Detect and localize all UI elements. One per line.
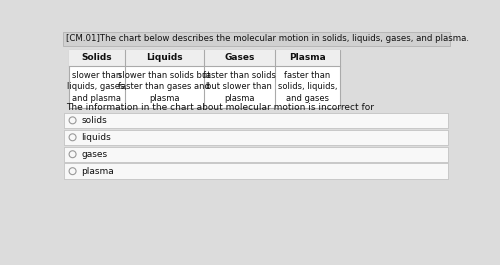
Text: solids: solids xyxy=(81,116,107,125)
FancyBboxPatch shape xyxy=(64,130,448,145)
Text: liquids: liquids xyxy=(81,133,111,142)
Text: The information in the chart about molecular motion is incorrect for: The information in the chart about molec… xyxy=(66,103,374,112)
FancyBboxPatch shape xyxy=(64,164,448,179)
Text: [CM.01]The chart below describes the molecular motion in solids, liquids, gases,: [CM.01]The chart below describes the mol… xyxy=(66,34,468,43)
Text: faster than solids
but slower than
plasma: faster than solids but slower than plasm… xyxy=(203,70,276,103)
Text: slower than
liquids, gases,
and plasma: slower than liquids, gases, and plasma xyxy=(66,70,126,103)
Text: slower than solids but
faster than gases and
plasma: slower than solids but faster than gases… xyxy=(118,70,210,103)
FancyBboxPatch shape xyxy=(62,32,450,46)
Text: Plasma: Plasma xyxy=(289,54,326,63)
Text: plasma: plasma xyxy=(81,167,114,176)
FancyBboxPatch shape xyxy=(64,147,448,162)
FancyBboxPatch shape xyxy=(68,50,340,66)
Text: Gases: Gases xyxy=(224,54,254,63)
Text: Solids: Solids xyxy=(82,54,112,63)
FancyBboxPatch shape xyxy=(68,50,340,108)
FancyBboxPatch shape xyxy=(64,113,448,128)
Text: faster than
solids, liquids,
and gases: faster than solids, liquids, and gases xyxy=(278,70,337,103)
Text: gases: gases xyxy=(81,150,107,159)
Text: Liquids: Liquids xyxy=(146,54,182,63)
